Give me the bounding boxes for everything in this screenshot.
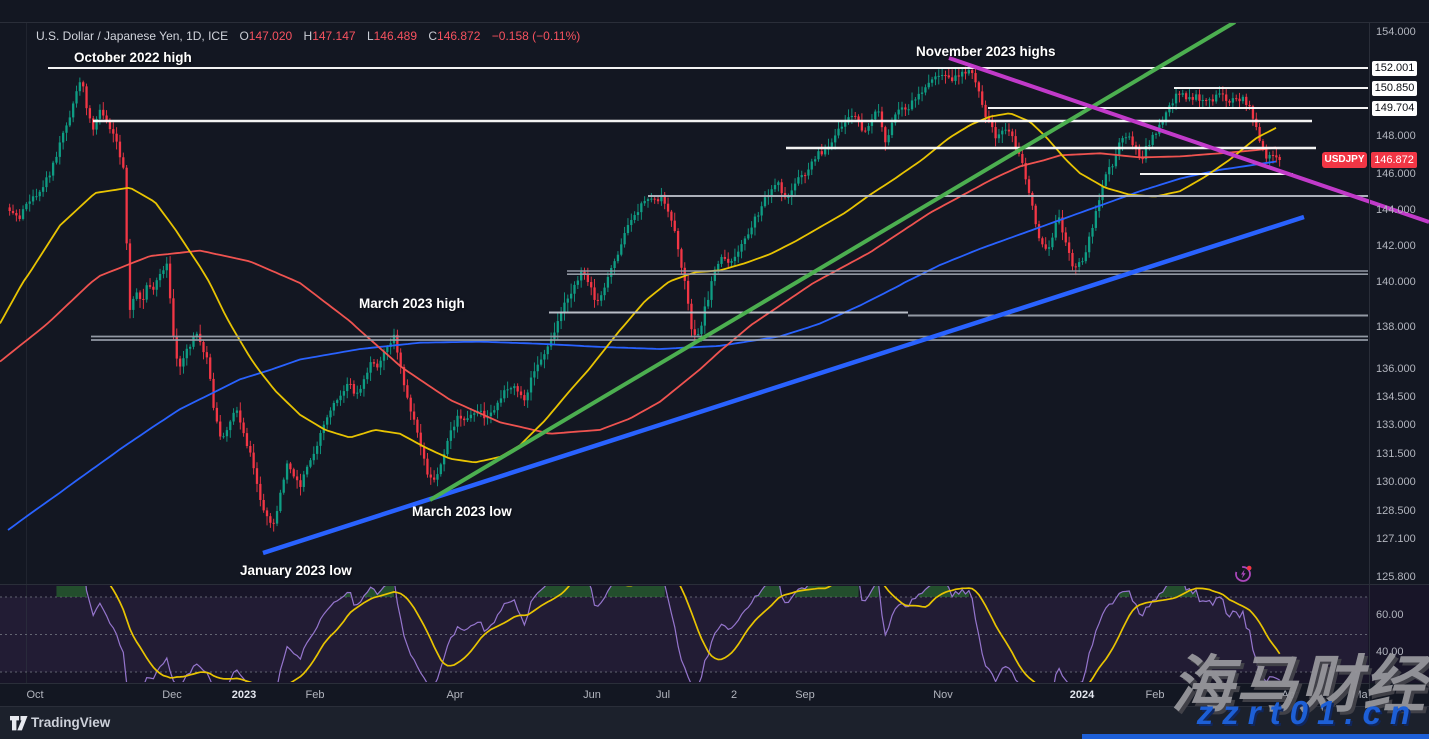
time-tick-label: 2023 (231, 689, 257, 701)
time-tick-label: 2 (730, 689, 738, 701)
time-tick-label: Apr (446, 689, 464, 701)
price-tick-label: 142.000 (1376, 240, 1416, 252)
chart-annotation: March 2023 high (359, 296, 465, 311)
symbol-title: U.S. Dollar / Japanese Yen, 1D, ICE (36, 29, 229, 43)
rsi-layer (56, 586, 1281, 682)
chart-annotation: March 2023 low (412, 504, 512, 519)
time-tick-label: Dec (162, 689, 182, 701)
price-tick-label: 134.500 (1376, 391, 1416, 403)
rsi-tick-label: 40.00 (1376, 646, 1404, 658)
symbol-legend[interactable]: U.S. Dollar / Japanese Yen, 1D, ICE O147… (36, 29, 580, 43)
watermark-url: zzrt01.cn (1196, 694, 1419, 731)
chart-annotation: January 2023 low (240, 563, 352, 578)
time-axis[interactable]: Oct Dec 2023 Feb Apr Jun Jul 2 Sep Nov 2024 Feb Apr M… (0, 683, 1369, 707)
tradingview-logo-icon[interactable] (10, 716, 28, 736)
price-tick-label: 136.000 (1376, 363, 1416, 375)
price-tick-label: 144.000 (1376, 204, 1416, 216)
support-resistance-lines (48, 67, 1368, 341)
price-level-box: 149.704 (1372, 100, 1417, 116)
rising-channel-green (428, 23, 1237, 502)
trendlines-layer (262, 23, 1429, 556)
chart-annotation: November 2023 highs (916, 44, 1056, 59)
price-tick-label: 131.500 (1376, 448, 1416, 460)
time-tick-label: Apr (1281, 689, 1299, 701)
falling-resistance-magenta (948, 56, 1429, 224)
watermark-underline (1082, 734, 1429, 739)
price-tick-label: 154.000 (1376, 26, 1416, 38)
watermark-cjk: 海马财经 (1170, 651, 1427, 720)
chart-annotation: October 2022 high (74, 50, 192, 65)
low-label: L (366, 29, 374, 43)
open-label: O (239, 29, 249, 43)
price-tick-label: 133.000 (1376, 419, 1416, 431)
last-price-label: 146.872 (1371, 152, 1417, 168)
flash-alert-icon[interactable] (1234, 563, 1254, 583)
tradingview-brand-text[interactable]: TradingView (31, 715, 111, 730)
time-tick-label: Feb (305, 689, 325, 701)
high-label: H (303, 29, 313, 43)
price-axis[interactable]: 154.000 148.000 146.000 144.000 142.000 140.0… (1369, 22, 1429, 706)
low-value: 146.489 (373, 29, 418, 43)
price-level-box: 150.850 (1372, 80, 1417, 96)
time-tick-label: Nov (933, 689, 953, 701)
time-tick-label: Jun (583, 689, 601, 701)
price-tick-label: 130.000 (1376, 476, 1416, 488)
change-value: −0.158 (−0.11%) (491, 29, 581, 43)
price-tick-label: 140.000 (1376, 276, 1416, 288)
time-tick-label: Jul (655, 689, 671, 701)
price-tick-label: 125.800 (1376, 571, 1416, 583)
price-tick-label: 146.000 (1376, 168, 1416, 180)
price-level-box: 152.001 (1372, 60, 1417, 76)
time-tick-label: 2024 (1069, 689, 1095, 701)
time-tick-label: Oct (26, 689, 44, 701)
price-tick-label: 127.100 (1376, 533, 1416, 545)
time-tick-label: Feb (1145, 689, 1165, 701)
close-value: 146.872 (437, 29, 481, 43)
footer-bar: TradingView (0, 706, 1429, 739)
high-value: 147.147 (312, 29, 356, 43)
open-value: 147.020 (248, 29, 293, 43)
time-tick-label: Ma (1352, 689, 1368, 701)
price-tick-label: 138.000 (1376, 321, 1416, 333)
time-tick-label: Sep (795, 689, 815, 701)
symbol-price-badge: USDJPY (1322, 152, 1367, 168)
rsi-tick-label: 60.00 (1376, 609, 1404, 621)
price-tick-label: 148.000 (1376, 130, 1416, 142)
close-label: C (428, 29, 438, 43)
price-tick-label: 128.500 (1376, 505, 1416, 517)
